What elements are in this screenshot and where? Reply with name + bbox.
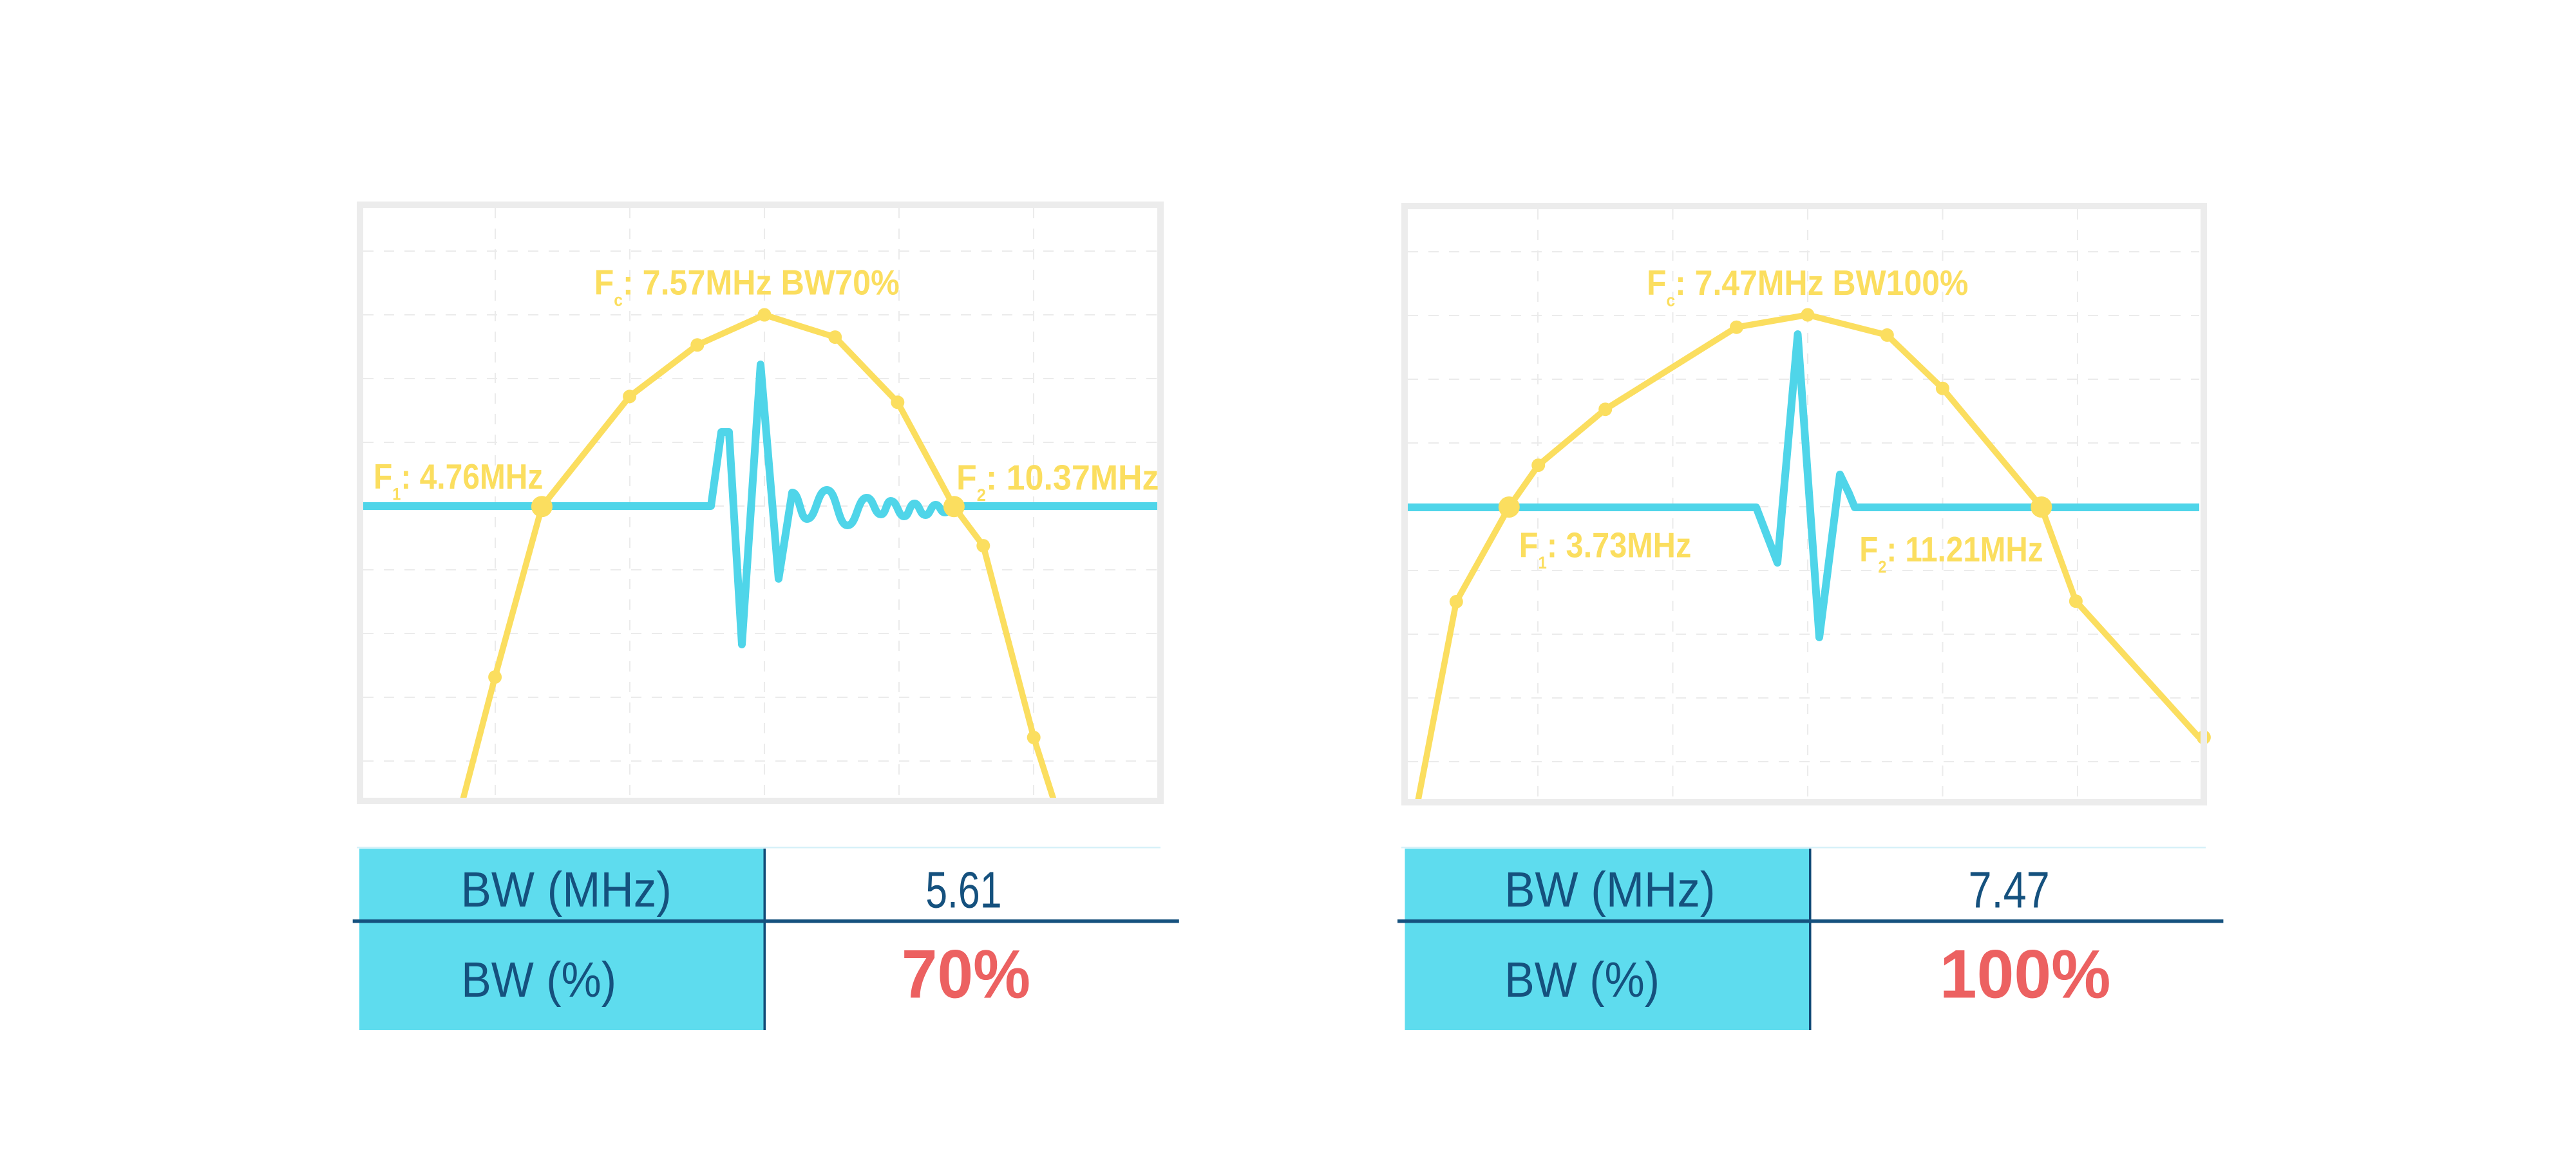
- svg-text:Fc: 7.47MHz BW100%: Fc: 7.47MHz BW100%: [1647, 263, 1968, 310]
- svg-text:100%: 100%: [1940, 936, 2111, 1013]
- svg-text:BW (MHz): BW (MHz): [1504, 861, 1715, 917]
- svg-text:5.61: 5.61: [925, 862, 1001, 919]
- svg-text:F1: 3.73MHz: F1: 3.73MHz: [1519, 526, 1691, 573]
- svg-text:Fc: 7.57MHz BW70%: Fc: 7.57MHz BW70%: [594, 263, 900, 310]
- svg-text:BW (%): BW (%): [1504, 952, 1660, 1008]
- svg-text:F2: 11.21MHz: F2: 11.21MHz: [1859, 529, 2043, 577]
- svg-text:F2: 10.37MHz: F2: 10.37MHz: [956, 458, 1159, 505]
- svg-text:70%: 70%: [902, 935, 1030, 1012]
- svg-text:7.47: 7.47: [1968, 861, 2049, 919]
- svg-text:F1: 4.76MHz: F1: 4.76MHz: [374, 456, 543, 504]
- svg-text:BW (MHz): BW (MHz): [461, 861, 672, 917]
- svg-text:BW (%): BW (%): [461, 952, 616, 1008]
